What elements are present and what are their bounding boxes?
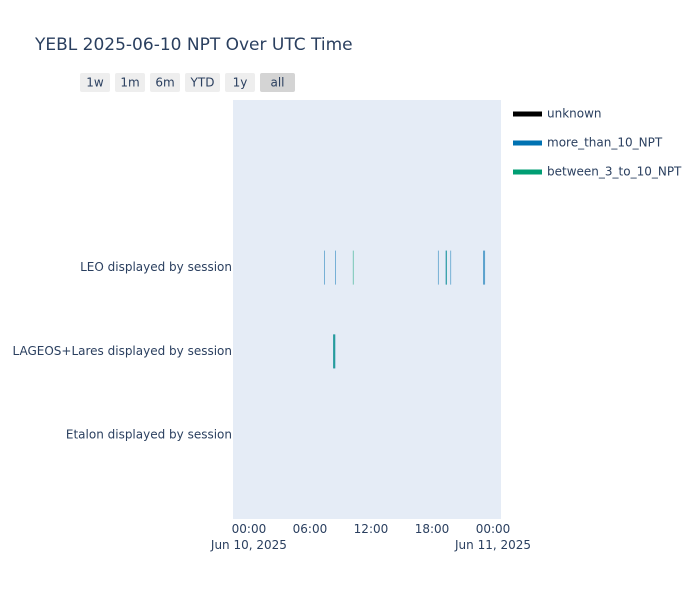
session-bar (483, 250, 486, 285)
legend-label: between_3_to_10_NPT (547, 165, 682, 179)
range-button[interactable] (260, 73, 295, 92)
chart-title: YEBL 2025-06-10 NPT Over UTC Time (34, 35, 353, 55)
session-bar (352, 250, 354, 285)
range-button[interactable] (225, 73, 255, 92)
x-tick-label: 06:00 (292, 522, 328, 536)
range-button[interactable] (185, 73, 220, 92)
range-button[interactable] (80, 73, 110, 92)
session-bar (335, 250, 336, 285)
range-button-label[interactable]: 1m (120, 76, 139, 90)
x-tick-label: 12:00 (353, 522, 389, 536)
range-button-label[interactable]: 1w (86, 76, 104, 90)
x-tick-label: 18:00 (414, 522, 450, 536)
legend-label: more_than_10_NPT (547, 136, 663, 150)
session-bar (437, 250, 439, 285)
session-bar (324, 250, 325, 285)
x-tick-label: 00:00 Jun 10, 2025 (210, 522, 287, 552)
y-tick-label: Etalon displayed by session (66, 428, 232, 442)
range-button-label[interactable]: YTD (190, 76, 215, 90)
range-button-label[interactable]: 6m (155, 76, 174, 90)
range-button[interactable] (150, 73, 180, 92)
legend-label: unknown (547, 107, 602, 121)
y-tick-label: LAGEOS+Lares displayed by session (13, 344, 233, 358)
range-button-label[interactable]: all (270, 76, 284, 90)
session-bar (333, 334, 336, 369)
x-tick-label: 00:00 Jun 11, 2025 (455, 522, 532, 552)
range-button-label[interactable]: 1y (233, 76, 248, 90)
session-bar (445, 250, 447, 285)
y-tick-label: LEO displayed by session (80, 260, 232, 274)
plot-area (233, 100, 501, 519)
session-bar (450, 250, 452, 285)
range-button[interactable] (115, 73, 145, 92)
